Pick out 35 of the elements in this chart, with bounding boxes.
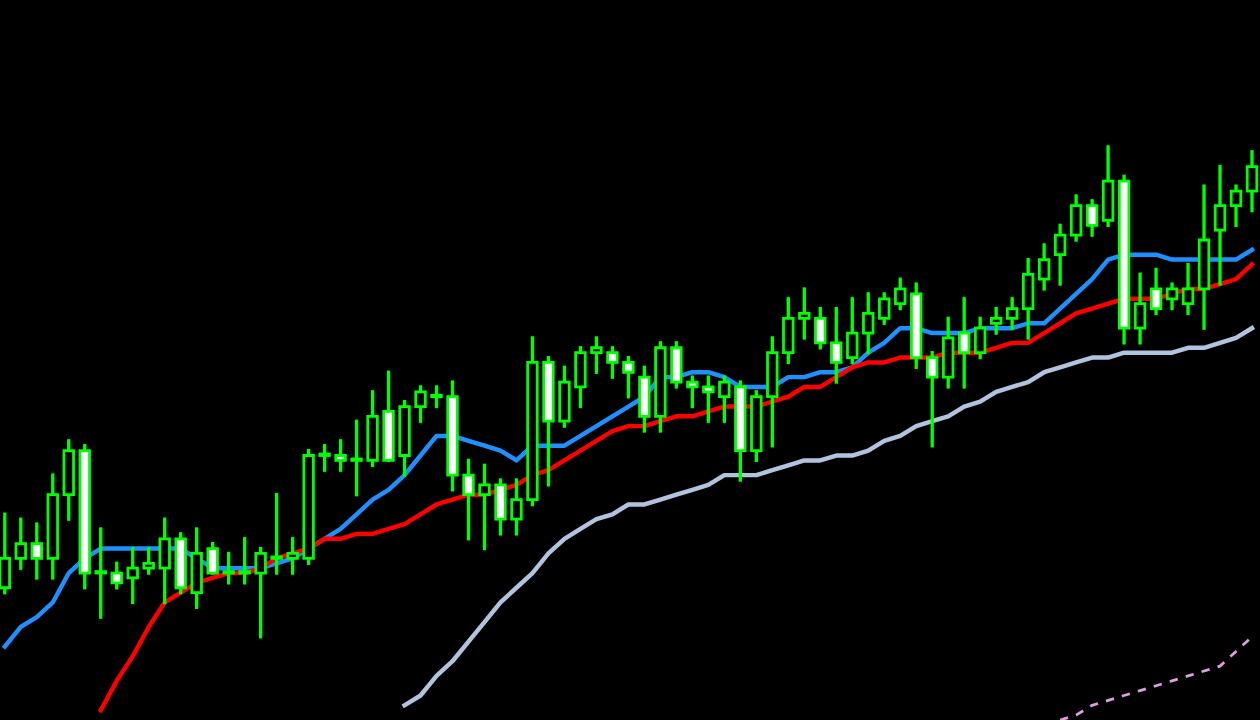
candlestick (0, 512, 11, 595)
candlestick (1149, 267, 1163, 316)
candlestick (830, 306, 843, 384)
candlestick (1053, 223, 1067, 286)
candlestick (1213, 164, 1227, 286)
candlestick (94, 527, 107, 619)
candlestick (798, 287, 811, 340)
candlestick (814, 306, 827, 350)
candlestick (30, 522, 43, 580)
candlestick (1069, 194, 1083, 242)
candlestick (878, 292, 891, 325)
candlestick (926, 350, 939, 448)
candlestick (894, 277, 907, 311)
candlestick (846, 297, 859, 365)
candlestick (1005, 297, 1019, 330)
candlestick (1165, 282, 1179, 311)
candlestick (1133, 272, 1147, 345)
candlestick (14, 517, 27, 570)
candlestick (958, 297, 971, 389)
candlestick (126, 546, 139, 605)
candlestick (782, 297, 795, 365)
candlestick (62, 439, 75, 521)
candlestick (1085, 199, 1099, 237)
candlestick (1101, 145, 1115, 227)
candlestick (973, 316, 987, 360)
candlestick (989, 306, 1003, 335)
candlestick (1245, 150, 1259, 213)
candlestick (110, 561, 123, 590)
candlestick (1229, 184, 1243, 227)
candlestick (142, 546, 155, 575)
candlestick (1021, 257, 1035, 340)
candlestick (862, 292, 875, 355)
candlestick (1037, 243, 1051, 291)
candlestick (1181, 262, 1195, 316)
candlestick (942, 316, 955, 389)
